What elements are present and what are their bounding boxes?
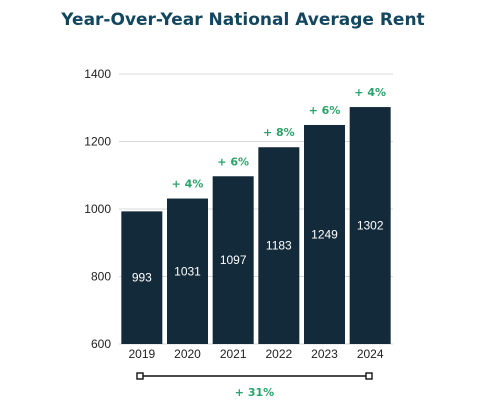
y-tick-label: 1000 — [84, 202, 111, 216]
chart-title: Year-Over-Year National Average Rent — [61, 10, 425, 30]
y-tick-label: 1200 — [84, 135, 111, 149]
bar — [258, 147, 300, 344]
growth-label: + 6% — [217, 155, 249, 168]
bar — [167, 198, 208, 344]
overall-change-label: + 31% — [235, 386, 274, 399]
growth-label: + 8% — [263, 126, 295, 139]
x-tick-label: 2023 — [311, 347, 338, 361]
bar-value-label: 1249 — [311, 227, 338, 241]
bar-value-label: 993 — [132, 271, 152, 285]
y-tick-label: 600 — [91, 337, 111, 351]
bar — [304, 124, 345, 345]
bar — [349, 107, 391, 344]
bar-value-label: 1097 — [220, 253, 247, 267]
y-tick-label: 1400 — [84, 67, 111, 81]
x-tick-label: 2019 — [128, 347, 155, 361]
bar — [212, 176, 254, 344]
growth-label: + 4% — [354, 86, 386, 99]
growth-label: + 4% — [172, 178, 204, 191]
x-tick-label: 2024 — [357, 347, 384, 361]
bracket-end-left — [136, 372, 144, 380]
bar — [121, 211, 163, 344]
bar-value-label: 1302 — [357, 219, 384, 233]
bar-value-label: 1183 — [266, 239, 292, 253]
y-tick-label: 800 — [91, 270, 111, 284]
x-tick-label: 2022 — [265, 347, 292, 361]
x-tick-label: 2021 — [220, 347, 247, 361]
bar-value-label: 1031 — [174, 264, 201, 278]
x-tick-label: 2020 — [174, 347, 201, 361]
bracket-end-right — [365, 372, 373, 380]
growth-label: + 6% — [309, 104, 341, 117]
